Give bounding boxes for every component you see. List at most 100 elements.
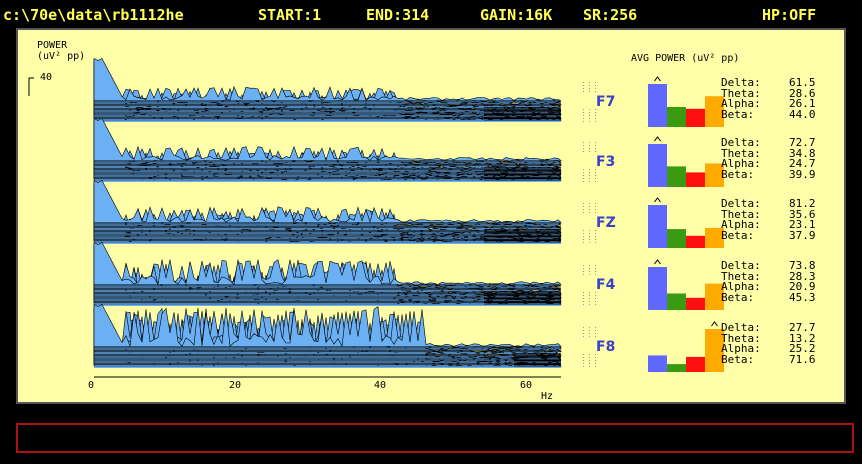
value-theta: 35.6: [789, 207, 816, 221]
electrode-marker-icon: [580, 80, 598, 122]
band-name-beta: Beta:: [721, 290, 755, 304]
end-value: END:314: [366, 6, 430, 24]
value-alpha: 26.1: [789, 97, 816, 111]
value-theta: 28.3: [789, 269, 816, 283]
value-theta: 13.2: [789, 331, 816, 345]
band-bar: [667, 364, 686, 372]
value-beta: 71.6: [789, 352, 816, 366]
channel-spectrum-trace: [93, 118, 563, 182]
band-bar: [648, 355, 667, 372]
spectral-array-plot: [28, 58, 563, 378]
band-bar: [667, 107, 686, 127]
channel-spectrum-trace: [93, 58, 562, 122]
band-bar: [705, 163, 724, 187]
electrode-marker-icon: [580, 325, 598, 367]
band-name-beta: Beta:: [721, 228, 755, 242]
band-bar: [686, 356, 705, 372]
channel-label-f3: F3: [596, 154, 616, 170]
band-bar: [705, 227, 724, 248]
band-names: Delta: Theta: Alpha: Beta:: [721, 321, 761, 366]
caret-icon: [654, 136, 661, 142]
band-bar: [705, 283, 724, 310]
value-delta: 72.7: [789, 136, 816, 149]
band-name-delta: Delta:: [721, 197, 761, 210]
band-bar: [705, 96, 724, 127]
band-bar: [648, 267, 667, 310]
power-units: (uV² pp): [37, 51, 86, 62]
electrode-marker-icon: [580, 201, 598, 243]
band-names: Delta: Theta: Alpha: Beta:: [721, 259, 761, 304]
caret-icon: [654, 76, 661, 82]
band-bar: [648, 205, 667, 248]
band-name-alpha: Alpha:: [721, 342, 761, 356]
band-names: Delta: Theta: Alpha: Beta:: [721, 197, 761, 242]
band-name-beta: Beta:: [721, 352, 755, 366]
electrode-marker-icon: [580, 140, 598, 182]
channel-label-f4: F4: [596, 277, 616, 293]
band-name-alpha: Alpha:: [721, 218, 761, 232]
channel-label-f8: F8: [596, 339, 616, 355]
sample-rate-value: SR:256: [583, 6, 638, 24]
band-name-theta: Theta:: [721, 331, 761, 345]
value-beta: 44.0: [789, 107, 816, 121]
value-delta: 27.7: [789, 321, 816, 334]
scale-bracket: [28, 77, 34, 96]
header-bar: c:\70e\data\rb1112he START:1 END:314 GAI…: [0, 0, 862, 27]
value-alpha: 20.9: [789, 280, 816, 294]
band-bar: [686, 297, 705, 310]
band-names: Delta: Theta: Alpha: Beta:: [721, 76, 761, 121]
band-bar: [686, 108, 705, 127]
value-beta: 45.3: [789, 290, 816, 304]
caret-icon: [711, 321, 718, 327]
channel-spectrum-trace: [93, 304, 563, 368]
value-delta: 81.2: [789, 197, 816, 210]
channel-label-f7: F7: [596, 94, 616, 110]
band-bar: [705, 329, 724, 372]
avg-power-bars: [648, 76, 724, 372]
x-tick-40: 40: [374, 380, 387, 391]
value-beta: 37.9: [789, 228, 816, 242]
status-bar: [16, 423, 854, 453]
band-name-beta: Beta:: [721, 107, 755, 121]
band-bar: [686, 172, 705, 187]
band-bar: [648, 84, 667, 127]
band-bar: [667, 166, 686, 187]
start-value: START:1: [258, 6, 322, 24]
band-name-delta: Delta:: [721, 136, 761, 149]
caret-icon: [654, 197, 661, 203]
value-theta: 28.6: [789, 86, 816, 100]
band-values: 72.7 34.8 24.7 39.9: [789, 136, 816, 180]
band-name-alpha: Alpha:: [721, 97, 761, 111]
file-path: c:\70e\data\rb1112he: [3, 6, 184, 24]
scale-max-label: 40: [40, 72, 53, 83]
avg-power-title: AVG POWER (uV² pp): [631, 53, 740, 64]
channel-spectrum-trace: [93, 242, 562, 306]
band-name-theta: Theta:: [721, 86, 761, 100]
channel-spectrum-trace: [93, 180, 562, 244]
band-values: 81.2 35.6 23.1 37.9: [789, 197, 816, 242]
band-name-alpha: Alpha:: [721, 280, 761, 294]
x-tick-20: 20: [229, 380, 242, 391]
band-names: Delta: Theta: Alpha: Beta:: [721, 136, 761, 181]
band-values: 73.8 28.3 20.9 45.3: [789, 259, 816, 304]
band-name-delta: Delta:: [721, 321, 761, 334]
highpass-value: HP:OFF: [762, 6, 817, 24]
x-tick-0: 0: [88, 380, 95, 391]
gain-value: GAIN:16K: [480, 6, 553, 24]
value-alpha: 23.1: [789, 218, 816, 232]
band-bar: [667, 229, 686, 248]
band-name-theta: Theta:: [721, 146, 761, 160]
band-name-theta: Theta:: [721, 207, 761, 221]
band-name-beta: Beta:: [721, 167, 755, 181]
x-tick-60: 60: [520, 380, 533, 391]
band-values: 27.7 13.2 25.2 71.6: [789, 321, 816, 366]
band-bar: [648, 144, 667, 187]
value-delta: 73.8: [789, 259, 816, 272]
band-name-delta: Delta:: [721, 76, 761, 89]
value-delta: 61.5: [789, 76, 816, 89]
value-theta: 34.8: [789, 146, 816, 160]
channel-label-fz: FZ: [596, 215, 616, 231]
x-unit-label: Hz: [541, 391, 554, 402]
band-name-theta: Theta:: [721, 269, 761, 283]
band-name-delta: Delta:: [721, 259, 761, 272]
